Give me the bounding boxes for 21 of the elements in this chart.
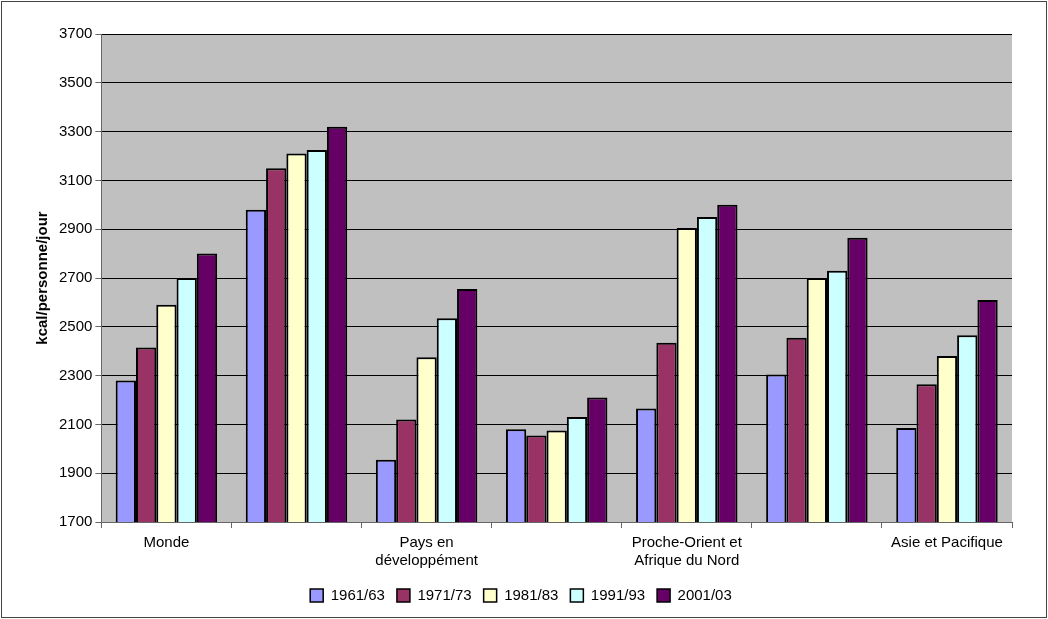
legend-label: 1961/63 <box>330 585 385 603</box>
y-tick-label: 2300 <box>58 365 93 383</box>
y-tick-label: 2700 <box>58 268 93 286</box>
legend-label: 2001/03 <box>677 585 732 603</box>
legend-label: 1991/93 <box>590 585 646 603</box>
legend-label: 1971/73 <box>417 585 472 603</box>
legend-label: 1981/83 <box>504 585 559 603</box>
y-tick-label: 3500 <box>58 72 93 90</box>
y-tick-label: 3300 <box>58 121 93 139</box>
x-tick-label: Pays en développément <box>375 533 479 569</box>
x-tick-label: Proche-Orient et Afrique du Nord <box>631 533 743 569</box>
y-tick-label: 2900 <box>58 219 93 237</box>
x-tick-label: Asie et Pacifique <box>891 533 1003 551</box>
y-tick-label: 2100 <box>58 414 93 432</box>
y-tick-label: 1900 <box>58 463 93 481</box>
y-tick-label: 3700 <box>58 24 93 42</box>
x-tick-label: Monde <box>143 533 190 551</box>
y-tick-label: 1700 <box>58 512 93 530</box>
y-tick-label: 2500 <box>58 316 93 334</box>
y-tick-label: 3100 <box>58 170 93 188</box>
y-axis-title: kcal/personne/jour <box>33 211 51 345</box>
